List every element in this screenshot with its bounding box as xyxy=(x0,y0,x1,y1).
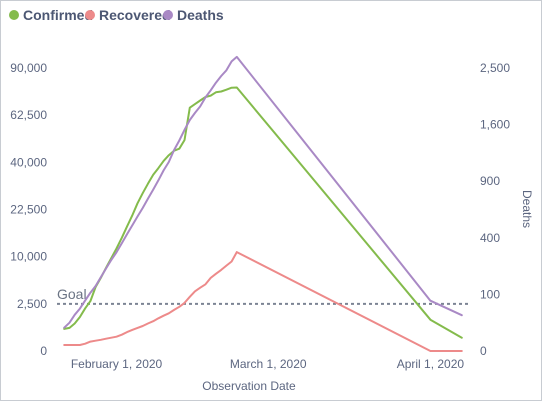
right-tick-label: 100 xyxy=(480,287,500,301)
goal-group: Goal xyxy=(57,286,469,304)
right-tick-label: 900 xyxy=(480,174,500,188)
legend-dot-deaths xyxy=(163,10,173,20)
right-tick-label: 2,500 xyxy=(480,61,510,75)
left-tick-label: 62,500 xyxy=(10,108,47,122)
left-tick-label: 40,000 xyxy=(10,155,47,169)
x-tick-label: March 1, 2020 xyxy=(230,357,307,371)
left-tick-label: 0 xyxy=(40,344,47,358)
goal-label: Goal xyxy=(57,286,87,302)
legend-dot-confirmed xyxy=(9,10,19,20)
x-axis: February 1, 2020 March 1, 2020 April 1, 20… xyxy=(71,357,465,371)
right-axis-title: Deaths xyxy=(520,190,534,228)
left-tick-label: 22,500 xyxy=(10,203,47,217)
x-tick-label: February 1, 2020 xyxy=(71,357,163,371)
left-axis: 0 2,500 10,000 22,500 40,000 62,500 90,000 xyxy=(10,61,47,358)
right-tick-label: 1,600 xyxy=(480,118,510,132)
legend-label-confirmed: Confirmed xyxy=(23,7,93,23)
legend-label-recovered: Recovered xyxy=(99,7,171,23)
series-group xyxy=(64,57,462,351)
left-tick-label: 2,500 xyxy=(17,297,47,311)
legend-dot-recovered xyxy=(85,10,95,20)
left-tick-label: 10,000 xyxy=(10,250,47,264)
series-line-confirmed xyxy=(64,88,462,338)
right-tick-label: 400 xyxy=(480,231,500,245)
right-axis: 0 100 400 900 1,600 2,500 xyxy=(480,61,510,358)
x-tick-label: April 1, 2020 xyxy=(397,357,465,371)
x-axis-title: Observation Date xyxy=(202,379,296,393)
right-tick-label: 0 xyxy=(480,344,487,358)
legend-label-deaths: Deaths xyxy=(177,7,224,23)
series-line-recovered xyxy=(64,252,462,351)
legend: Confirmed Recovered Deaths xyxy=(9,7,224,23)
left-tick-label: 90,000 xyxy=(10,61,47,75)
